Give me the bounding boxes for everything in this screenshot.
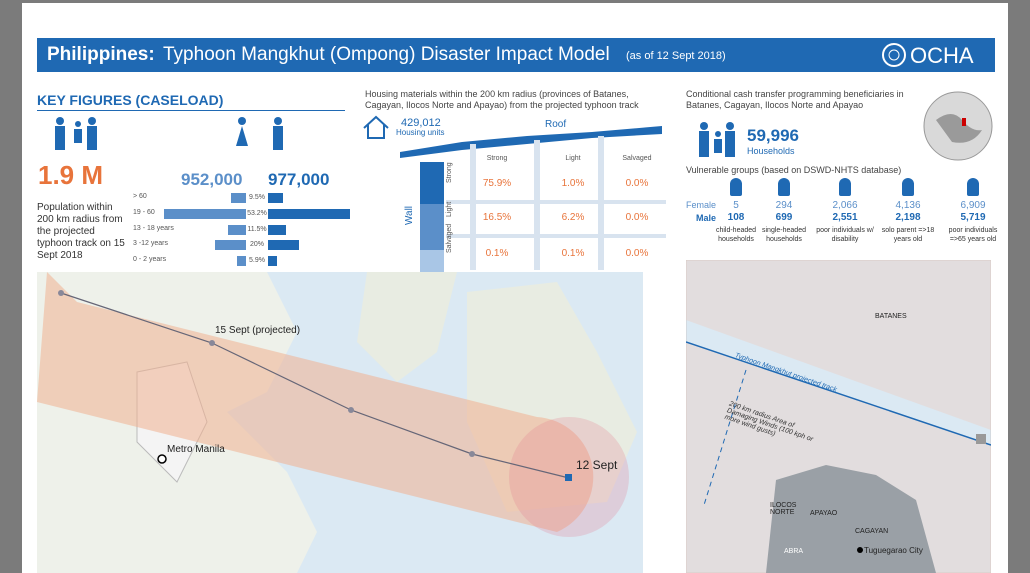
roof-label: Roof — [545, 119, 567, 130]
female-count: 294 — [775, 200, 793, 211]
rule — [37, 110, 345, 111]
map-label: 15 Sept (projected) — [215, 325, 301, 336]
map-label: ILOCOS NORTE — [770, 502, 797, 516]
map-label: APAYAO — [810, 510, 838, 517]
female-bar — [236, 256, 246, 266]
male-bar — [268, 209, 351, 219]
cell: 1.0% — [561, 178, 585, 189]
female-count: 2,066 — [832, 200, 858, 211]
cell: 6.2% — [561, 212, 585, 223]
header-date: (as of 12 Sept 2018) — [626, 50, 726, 62]
male-count: 5,719 — [960, 212, 986, 223]
age-label: 0 - 2 years — [133, 256, 167, 263]
female-bar — [228, 225, 246, 235]
female-count: 5 — [733, 200, 739, 211]
age-share: 5.9% — [249, 257, 265, 264]
female-count: 6,909 — [960, 200, 986, 211]
female-count: 4,136 — [895, 200, 921, 211]
un-logo — [882, 43, 906, 67]
column-header: Salvaged — [622, 155, 652, 162]
map-label: ABRA — [784, 548, 804, 555]
map-label: Metro Manila — [167, 444, 225, 455]
group-label: poor individuals w/ disability — [816, 227, 874, 243]
male-total: 977,000 — [268, 170, 330, 189]
group-icon — [967, 178, 979, 196]
age-label: 19 - 60 — [133, 209, 155, 216]
header-country: Philippines: — [47, 44, 155, 65]
age-label: > 60 — [133, 193, 147, 200]
housing-title: Housing materials within the 200 km radi… — [365, 89, 639, 110]
row-header: Salvaged — [446, 223, 453, 253]
key-title: KEY FIGURES (CASELOAD) — [37, 92, 224, 108]
housing-graphic — [363, 115, 666, 272]
age-share: 53.2% — [247, 210, 267, 217]
header-org: OCHA — [910, 43, 974, 68]
column-header: Strong — [486, 155, 508, 162]
housing-units: 429,012 — [401, 117, 441, 129]
group-icon — [778, 178, 790, 196]
row-header: Strong — [446, 162, 453, 183]
left-map — [37, 272, 643, 573]
male-count: 2,551 — [832, 212, 858, 223]
group-icon — [839, 178, 851, 196]
cell: 16.5% — [482, 212, 512, 223]
male-label: Male — [696, 213, 717, 223]
male-count: 108 — [727, 212, 745, 223]
cell: 0.0% — [625, 212, 649, 223]
total: 1.9 M — [38, 160, 104, 190]
map-label: BATANES — [875, 313, 907, 320]
age-share: 11.5% — [247, 226, 267, 233]
female-bar — [215, 240, 246, 250]
age-label: 13 - 18 years — [133, 225, 174, 232]
vulnerable-title: Vulnerable groups (based on DSWD-NHTS da… — [686, 165, 902, 175]
male-bar — [268, 240, 299, 250]
group-label: solo parent =>18 years old — [881, 227, 935, 243]
households: 59,996 — [747, 126, 799, 145]
age-share: 20% — [249, 241, 264, 248]
globe — [923, 91, 993, 161]
group-label: child-headed households — [715, 227, 757, 243]
right-map — [686, 260, 991, 573]
male-count: 2,198 — [895, 212, 921, 223]
male-bar — [268, 256, 278, 266]
female-label: Female — [686, 200, 717, 210]
male-bar — [268, 225, 286, 235]
wall-label: Wall — [404, 205, 416, 226]
age-share: 9.5% — [249, 194, 265, 201]
map-label: CAGAYAN — [855, 528, 889, 535]
male-bar — [268, 193, 283, 203]
housing-units-label: Housing units — [396, 128, 445, 137]
cell: 0.1% — [561, 248, 585, 259]
key-description: Population within 200 km radius from the… — [37, 202, 125, 261]
male-count: 699 — [775, 212, 793, 223]
household-icon — [699, 122, 735, 157]
cell: 0.0% — [625, 178, 649, 189]
map-label: Tuguegarao City — [864, 546, 923, 555]
column-header: Light — [565, 155, 581, 162]
header-title: Typhoon Mangkhut (Ompong) Disaster Impac… — [163, 44, 610, 65]
female-bar — [231, 193, 246, 203]
households-label: Households — [747, 146, 795, 156]
group-label: single-headed households — [762, 227, 806, 243]
people-icons — [55, 117, 283, 150]
female-bar — [163, 209, 246, 219]
age-label: 3 -12 years — [133, 240, 169, 247]
group-icon — [902, 178, 914, 196]
map-label: 12 Sept — [576, 458, 618, 472]
row-header: Light — [446, 201, 453, 217]
cell: 0.0% — [625, 248, 649, 259]
header-bar — [37, 38, 995, 72]
cell: 75.9% — [482, 178, 512, 189]
cash-title: Conditional cash transfer programming be… — [686, 89, 904, 110]
group-icon — [730, 178, 742, 196]
female-total: 952,000 — [181, 170, 243, 189]
cell: 0.1% — [485, 248, 509, 259]
group-label: poor individuals =>65 years old — [948, 227, 998, 243]
